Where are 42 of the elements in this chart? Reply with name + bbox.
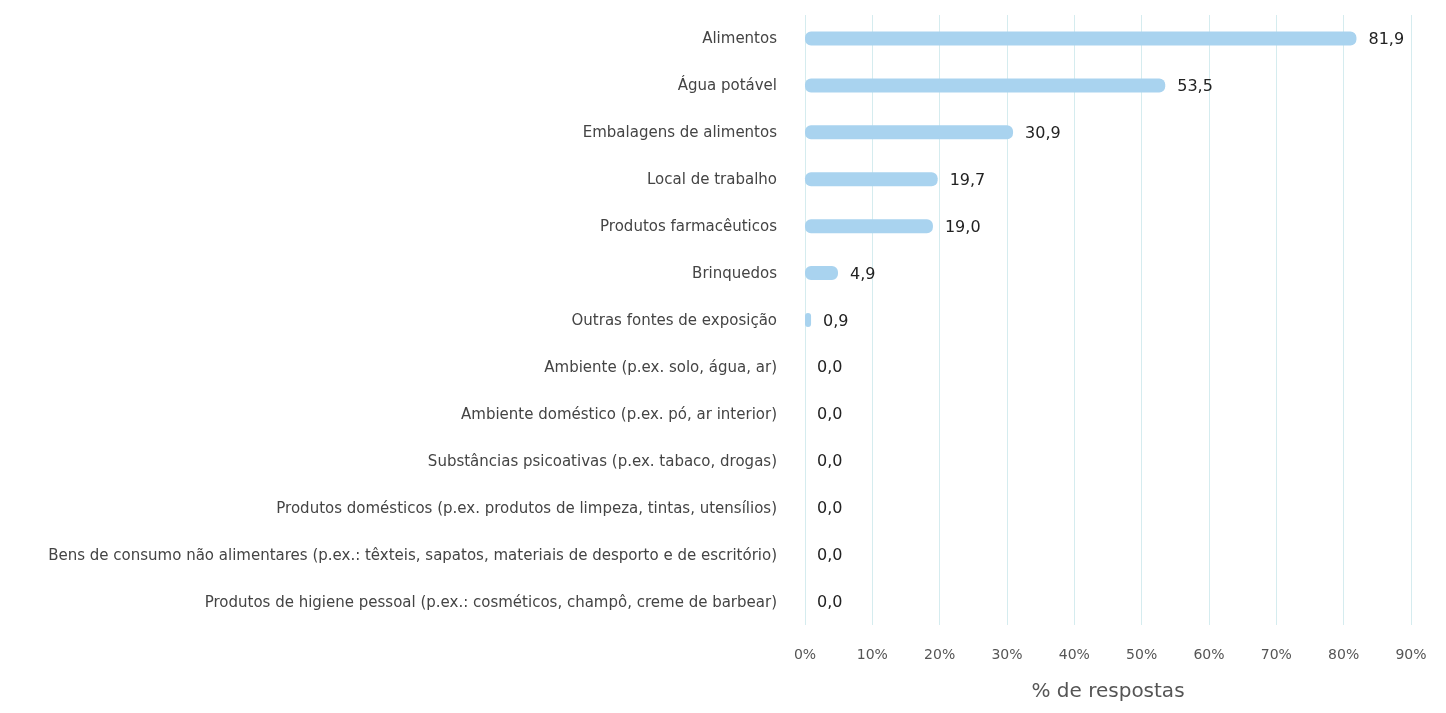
x-tick-label: 10% — [856, 646, 888, 662]
data-label: 0,9 — [823, 310, 849, 330]
x-axis-title: % de respostas — [1031, 678, 1185, 702]
x-tick-label: 40% — [1058, 646, 1090, 662]
bar — [805, 31, 1357, 46]
data-label: 0,0 — [817, 451, 843, 471]
y-tick-label: Produtos de higiene pessoal (p.ex.: cosméticos, champô, creme de barbear) — [204, 592, 777, 611]
bar — [805, 125, 1014, 140]
data-label: 0,0 — [817, 545, 843, 565]
data-label: 0,0 — [817, 498, 843, 518]
data-label: 81,9 — [1368, 28, 1405, 48]
y-tick-label: Água potável — [677, 75, 777, 95]
x-tick-label: 0% — [793, 646, 817, 662]
bar — [805, 78, 1166, 93]
x-tick-label: 70% — [1260, 646, 1292, 662]
y-tick-label: Bens de consumo não alimentares (p.ex.: têxteis, sapatos, materiais de desporto e de escritório) — [48, 545, 777, 564]
y-tick-label: Local de trabalho — [647, 170, 777, 189]
x-tick-label: 60% — [1193, 646, 1225, 662]
y-tick-label: Produtos farmacêuticos — [600, 217, 778, 236]
x-tick-label: 80% — [1328, 646, 1360, 662]
x-tick-label: 30% — [991, 646, 1023, 662]
y-tick-label: Produtos domésticos (p.ex. produtos de limpeza, tintas, utensílios) — [276, 498, 777, 517]
bar — [805, 172, 938, 187]
data-label: 19,7 — [949, 169, 986, 189]
y-tick-label: Embalagens de alimentos — [582, 123, 778, 142]
x-tick-label: 50% — [1126, 646, 1158, 662]
y-tick-label: Alimentos — [702, 29, 778, 48]
y-tick-label: Brinquedos — [692, 264, 778, 283]
x-tick-label: 90% — [1395, 646, 1427, 662]
data-label: 0,0 — [817, 357, 843, 377]
data-label: 19,0 — [944, 216, 981, 236]
data-label: 30,9 — [1025, 122, 1061, 142]
data-label: 0,0 — [817, 404, 843, 424]
y-tick-label: Outras fontes de exposição — [571, 311, 777, 329]
bar — [805, 219, 933, 234]
data-label: 53,5 — [1177, 75, 1213, 95]
y-tick-label: Ambiente doméstico (p.ex. pó, ar interior) — [461, 404, 777, 423]
y-tick-label: Ambiente (p.ex. solo, água, ar) — [544, 357, 777, 376]
data-label: 4,9 — [849, 263, 876, 283]
data-label: 0,0 — [817, 592, 843, 612]
y-tick-label: Substâncias psicoativas (p.ex. tabaco, drogas) — [427, 451, 777, 470]
x-tick-label: 20% — [924, 646, 956, 662]
